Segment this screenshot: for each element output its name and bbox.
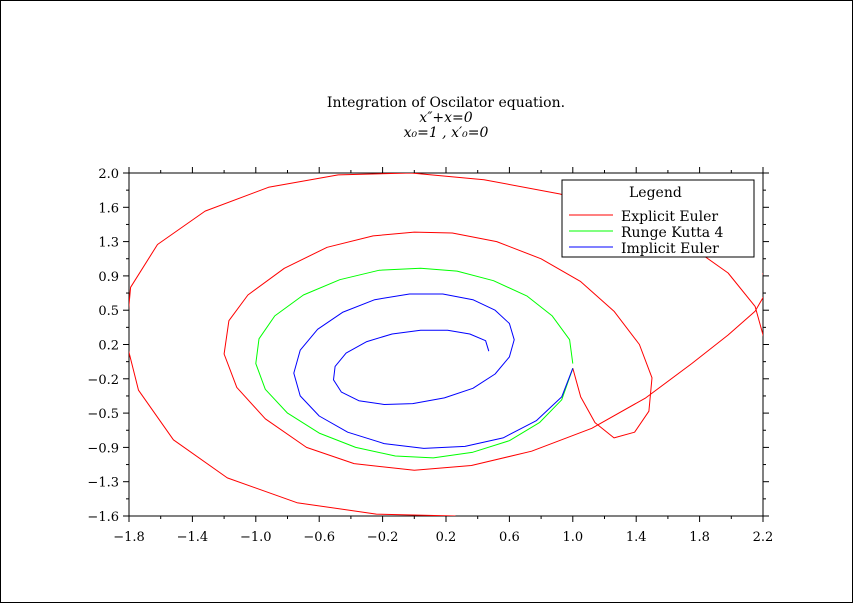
y-tick-label: −1.6	[87, 510, 119, 525]
y-tick-label: −0.2	[87, 373, 119, 388]
y-tick-label: −0.9	[87, 441, 119, 456]
x-tick-label: −1.0	[240, 530, 272, 545]
x-tick-label: −1.4	[177, 530, 209, 545]
x-tick-label: −1.8	[113, 530, 145, 545]
x-tick-label: 2.2	[753, 530, 774, 545]
legend-title: Legend	[629, 185, 682, 201]
x-tick-label: −0.2	[367, 530, 399, 545]
y-tick-label: 1.3	[98, 236, 119, 251]
chart-title-line-1: Integration of Oscilator equation.	[327, 95, 565, 111]
y-tick-label: 0.9	[98, 270, 119, 285]
series-line-implicit-euler	[293, 293, 574, 449]
x-tick-label: −0.6	[303, 530, 335, 545]
y-axis-tick-labels: 2.0 1.6 1.3 0.9 0.5 0.2 −0.2 −0.5 −0.9 −1.3 −1.6	[87, 167, 119, 525]
legend-label: Runge Kutta 4	[621, 225, 723, 241]
series-line-runge-kutta-4	[255, 267, 574, 459]
x-axis-tick-labels: −1.8 −1.4 −1.0 −0.6 −0.2 0.2 0.6 1.0 1.4 1.8 2.2	[113, 530, 773, 545]
y-tick-label: 1.6	[98, 201, 119, 216]
legend-label: Explicit Euler	[621, 209, 718, 225]
series-line-explicit-euler	[223, 231, 763, 471]
y-tick-label: −1.3	[87, 476, 119, 491]
axis-ticks	[123, 167, 769, 522]
chart-title-line-3: x₀=1 , x′₀=0	[404, 125, 489, 141]
y-tick-label: −0.5	[87, 407, 119, 422]
x-tick-label: 1.8	[689, 530, 710, 545]
x-tick-label: 0.2	[436, 530, 457, 545]
chart-title: Integration of Oscilator equation. x″+x=…	[327, 95, 565, 141]
x-tick-label: 0.6	[499, 530, 520, 545]
y-tick-label: 0.5	[98, 304, 119, 319]
chart-title-line-2: x″+x=0	[419, 110, 472, 126]
y-tick-label: 2.0	[98, 167, 119, 182]
legend-label: Implicit Euler	[621, 241, 719, 257]
legend-box	[561, 179, 755, 258]
y-tick-label: 0.2	[98, 339, 119, 354]
x-tick-label: 1.4	[626, 530, 647, 545]
x-tick-label: 1.0	[562, 530, 583, 545]
